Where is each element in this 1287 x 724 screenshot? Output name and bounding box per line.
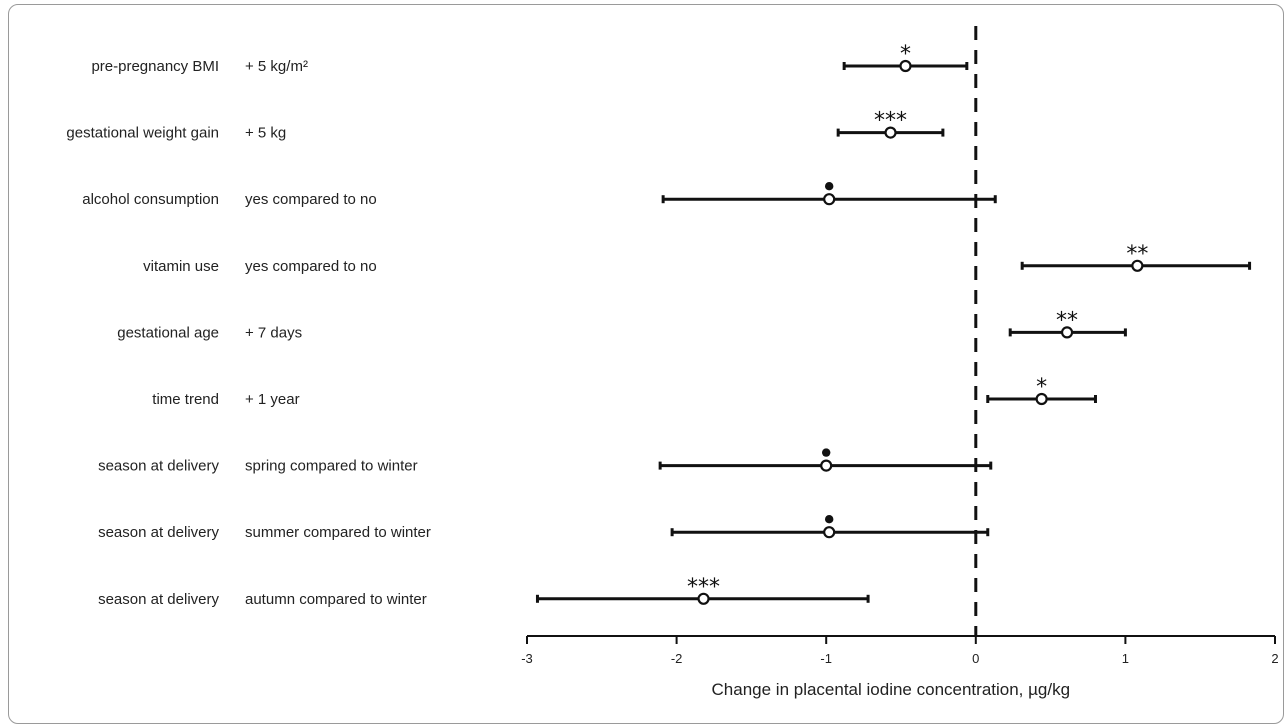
row-variable-label: pre-pregnancy BMI [91,58,219,75]
row-contrast-label: spring compared to winter [245,458,418,475]
significance-marker: * [1036,375,1047,400]
row-contrast-label: autumn compared to winter [245,591,427,608]
point-estimate [1060,326,1074,339]
row-variable-label: gestational weight gain [66,125,219,142]
point-estimate [823,526,836,539]
significance-dot [822,448,831,457]
significance-dot [824,515,834,524]
row-variable-label: vitamin use [143,258,219,275]
forest-plot: -3 -2 -1 0 1 2 Change in placental iodine conc… [66,26,1279,699]
significance-dot [824,182,834,191]
significance-marker: ** [1126,242,1148,267]
point-estimate [697,592,710,605]
row-variable-label: time trend [152,391,219,408]
row-variable-label: alcohol consumption [82,191,219,208]
row-variable-label: season at delivery [98,591,219,608]
x-tick-label: -1 [820,651,832,666]
row-contrast-label: + 5 kg [245,125,286,142]
point-estimate [823,193,836,206]
point-estimate [1131,259,1144,272]
x-tick-label: 1 [1122,651,1129,666]
row-variable-label: gestational age [117,324,219,341]
x-tick-label: 2 [1271,651,1278,666]
row-contrast-label: + 5 kg/m² [245,58,308,75]
significance-marker: ** [1056,308,1078,333]
point-estimate [820,459,833,472]
x-axis-title: Change in placental iodine concentration… [712,680,1071,699]
row-variable-label: season at delivery [98,524,219,541]
row-contrast-label: yes compared to no [245,191,377,208]
x-tick-label: -2 [671,651,683,666]
significance-marker: * [900,42,911,67]
row-contrast-label: + 1 year [245,391,300,408]
row-contrast-label: + 7 days [245,324,302,341]
row-variable-label: season at delivery [98,458,219,475]
row-contrast-label: yes compared to no [245,258,377,275]
point-estimate [884,126,897,139]
row-contrast-label: summer compared to winter [245,524,431,541]
x-tick-label: -3 [521,651,533,666]
x-tick-label: 0 [972,651,979,666]
point-estimate [1035,392,1048,406]
significance-marker: *** [874,109,907,134]
significance-marker: *** [687,575,720,600]
point-estimate [899,59,912,73]
